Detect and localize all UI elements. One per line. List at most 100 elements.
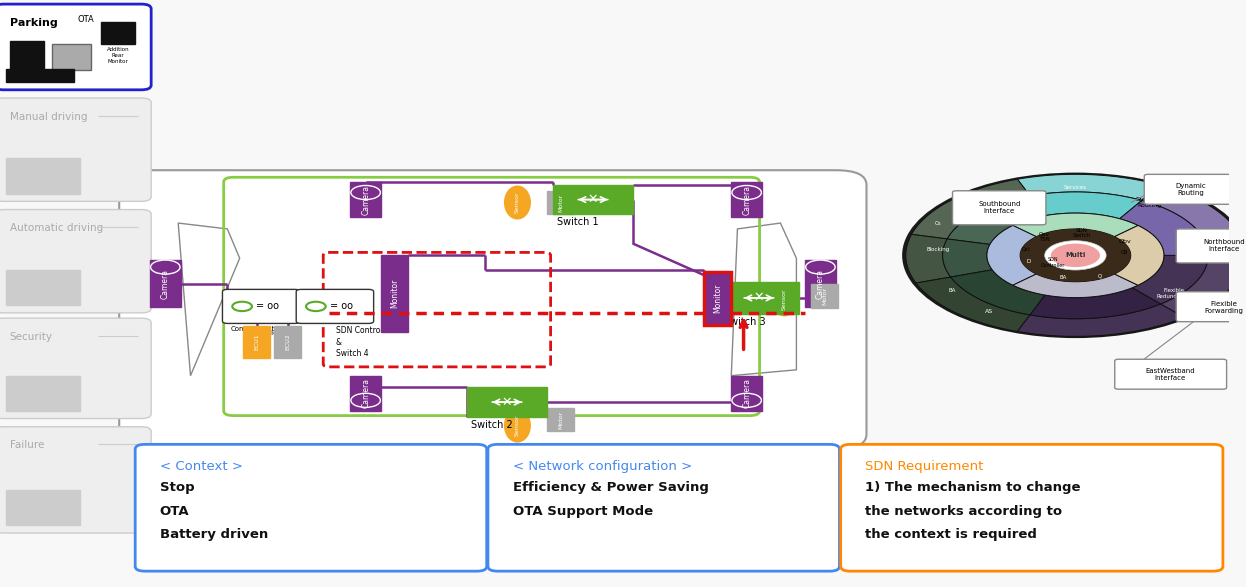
- Text: Flexible
Redundancy: Flexible Redundancy: [1156, 288, 1191, 299]
- Text: Q: Q: [1098, 274, 1103, 278]
- Bar: [274, 326, 302, 358]
- Text: Addition
Rear
Monitor: Addition Rear Monitor: [107, 47, 130, 63]
- Text: Monitor: Monitor: [713, 284, 723, 313]
- Bar: [6, 158, 80, 194]
- Bar: [805, 260, 836, 307]
- FancyBboxPatch shape: [488, 444, 840, 571]
- Polygon shape: [947, 196, 1045, 244]
- FancyBboxPatch shape: [0, 427, 151, 533]
- Text: Camera: Camera: [816, 268, 825, 299]
- Text: EastWestband
Interface: EastWestband Interface: [1145, 368, 1195, 381]
- Bar: [811, 284, 839, 308]
- FancyBboxPatch shape: [1176, 229, 1246, 263]
- Ellipse shape: [770, 282, 797, 316]
- Text: Communication: Communication: [231, 326, 287, 332]
- Polygon shape: [943, 239, 992, 277]
- Text: OTA: OTA: [159, 505, 189, 518]
- Text: Switch 2: Switch 2: [471, 420, 512, 430]
- Text: Qav
TSN: Qav TSN: [1039, 231, 1050, 242]
- Text: Qbv: Qbv: [1118, 238, 1131, 243]
- Text: Manual driving: Manual driving: [10, 112, 87, 122]
- Text: Security: Security: [10, 332, 52, 342]
- Text: 1) The mechanism to change: 1) The mechanism to change: [865, 481, 1080, 494]
- Polygon shape: [987, 225, 1037, 285]
- Text: Switch 1: Switch 1: [557, 217, 598, 227]
- Text: Monitor: Monitor: [390, 279, 399, 308]
- Text: < Network configuration >: < Network configuration >: [512, 460, 692, 473]
- Text: Dynamic
Routing: Dynamic Routing: [1175, 183, 1206, 196]
- Bar: [467, 387, 547, 417]
- Text: Motor: Motor: [558, 410, 563, 429]
- Circle shape: [902, 173, 1246, 338]
- Text: Switch 3: Switch 3: [724, 317, 765, 327]
- Text: OTA Support Mode: OTA Support Mode: [512, 505, 653, 518]
- Text: Camera: Camera: [161, 268, 169, 299]
- Bar: [150, 260, 181, 307]
- Ellipse shape: [503, 185, 531, 220]
- Bar: [51, 44, 91, 70]
- Text: CB: CB: [1121, 250, 1129, 255]
- Text: Southbound
Interface: Southbound Interface: [978, 201, 1020, 214]
- Text: Camera: Camera: [361, 184, 370, 215]
- Text: ECU2: ECU2: [285, 333, 290, 350]
- Text: the networks according to: the networks according to: [865, 505, 1063, 518]
- Polygon shape: [1120, 200, 1209, 255]
- Bar: [350, 182, 381, 217]
- Text: ✕: ✕: [502, 396, 512, 409]
- FancyBboxPatch shape: [0, 318, 151, 419]
- FancyBboxPatch shape: [0, 4, 151, 90]
- Bar: [350, 376, 381, 411]
- Text: = oo: = oo: [330, 301, 353, 312]
- Text: BA: BA: [948, 288, 956, 293]
- Polygon shape: [1018, 174, 1160, 200]
- Bar: [553, 185, 633, 214]
- Text: Cs: Cs: [934, 221, 941, 225]
- Text: Sensor: Sensor: [515, 192, 520, 213]
- Text: D: D: [1027, 259, 1030, 264]
- Polygon shape: [731, 223, 796, 376]
- Text: SDN
Controller: SDN Controller: [1042, 257, 1065, 268]
- FancyBboxPatch shape: [297, 289, 374, 323]
- Text: Failure: Failure: [10, 440, 44, 450]
- Text: AS: AS: [986, 309, 993, 313]
- Polygon shape: [912, 179, 1030, 239]
- Text: Blocking: Blocking: [926, 247, 949, 252]
- Bar: [6, 69, 74, 82]
- Text: Module: Module: [252, 330, 278, 336]
- Polygon shape: [951, 270, 1045, 315]
- FancyBboxPatch shape: [1144, 174, 1237, 204]
- Polygon shape: [1018, 304, 1185, 336]
- Polygon shape: [1141, 185, 1245, 255]
- Bar: [547, 191, 574, 214]
- Text: Northbound
Interface: Northbound Interface: [1204, 239, 1245, 252]
- Text: Camera: Camera: [743, 184, 751, 215]
- Bar: [243, 326, 270, 358]
- Text: Camera: Camera: [361, 378, 370, 409]
- Polygon shape: [1161, 255, 1245, 318]
- Text: Camera: Camera: [743, 378, 751, 409]
- Polygon shape: [906, 234, 951, 283]
- Text: SDN Requirement: SDN Requirement: [865, 460, 983, 473]
- Bar: [719, 282, 799, 314]
- FancyBboxPatch shape: [1115, 359, 1226, 389]
- Bar: [6, 270, 80, 305]
- FancyBboxPatch shape: [0, 210, 151, 313]
- Text: Stop: Stop: [159, 481, 194, 494]
- Polygon shape: [1030, 192, 1141, 219]
- Polygon shape: [1030, 288, 1161, 319]
- Bar: [6, 376, 80, 411]
- Circle shape: [1020, 229, 1130, 282]
- Text: Motor: Motor: [558, 193, 563, 212]
- Text: SDN Controller
&
Switch 4: SDN Controller & Switch 4: [335, 326, 392, 359]
- FancyBboxPatch shape: [120, 170, 866, 449]
- Bar: [6, 490, 80, 525]
- Text: < Context >: < Context >: [159, 460, 243, 473]
- Text: On-demand
BW
Allocation: On-demand BW Allocation: [967, 194, 999, 211]
- Bar: [731, 182, 763, 217]
- Polygon shape: [178, 223, 239, 376]
- Text: Battery driven: Battery driven: [159, 528, 268, 541]
- Bar: [704, 272, 731, 325]
- Text: Dynamic
Routing: Dynamic Routing: [1135, 197, 1163, 208]
- Polygon shape: [1013, 274, 1138, 298]
- Polygon shape: [1114, 225, 1164, 285]
